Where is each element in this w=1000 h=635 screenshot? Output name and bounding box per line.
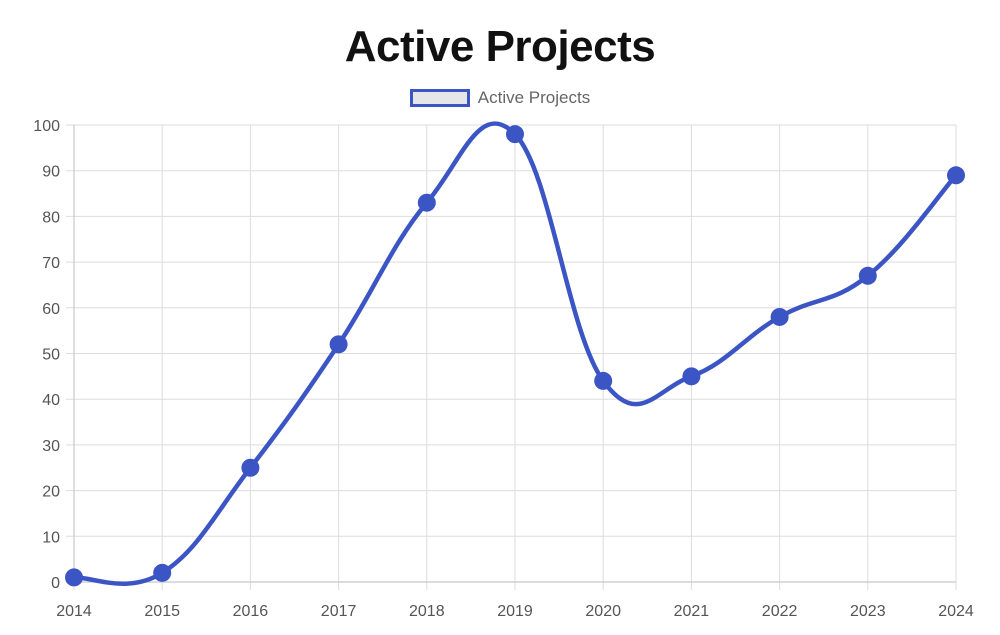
data-point[interactable] <box>682 367 701 386</box>
y-tick-label: 40 <box>42 392 60 409</box>
data-point[interactable] <box>770 307 789 326</box>
data-point[interactable] <box>65 568 83 587</box>
y-tick-label: 10 <box>42 529 60 546</box>
data-point[interactable] <box>417 193 436 212</box>
series <box>65 121 965 587</box>
x-tick-label: 2019 <box>497 603 533 620</box>
y-axis-ticks: 0 10 20 30 40 50 60 70 80 90 100 <box>33 118 60 592</box>
y-tick-label: 100 <box>33 118 60 135</box>
data-point[interactable] <box>329 335 348 354</box>
x-tick-label: 2015 <box>144 603 180 620</box>
x-tick-label: 2016 <box>233 603 269 620</box>
axes <box>73 125 956 583</box>
y-tick-label: 0 <box>51 575 60 592</box>
y-tick-label: 50 <box>42 347 60 364</box>
legend-label[interactable]: Active Projects <box>477 88 591 107</box>
data-point[interactable] <box>506 125 524 144</box>
x-tick-label: 2023 <box>850 603 886 620</box>
grid <box>66 124 957 590</box>
y-tick-label: 30 <box>42 438 60 455</box>
x-tick-label: 2017 <box>321 603 357 620</box>
legend: Active Projects <box>0 88 1000 108</box>
x-tick-label: 2014 <box>56 603 92 620</box>
x-tick-label: 2018 <box>409 603 445 620</box>
y-tick-label: 60 <box>42 301 60 318</box>
x-axis-ticks: 2014 2015 2016 2017 2018 2019 2020 2021 2022 2023… <box>56 603 974 620</box>
data-point[interactable] <box>594 371 613 390</box>
chart-title: Active Projects <box>344 22 656 71</box>
y-tick-label: 90 <box>42 164 60 181</box>
y-tick-label: 80 <box>42 209 60 226</box>
data-point[interactable] <box>241 458 260 477</box>
x-tick-label: 2021 <box>674 603 710 620</box>
data-point[interactable] <box>153 563 172 582</box>
y-tick-label: 70 <box>42 255 60 272</box>
x-tick-label: 2022 <box>762 603 798 620</box>
data-point[interactable] <box>947 166 965 185</box>
legend-swatch[interactable] <box>409 89 470 107</box>
data-point[interactable] <box>858 266 877 285</box>
x-tick-label: 2020 <box>585 603 621 620</box>
x-tick-label: 2024 <box>938 603 974 620</box>
y-tick-label: 20 <box>42 484 60 501</box>
